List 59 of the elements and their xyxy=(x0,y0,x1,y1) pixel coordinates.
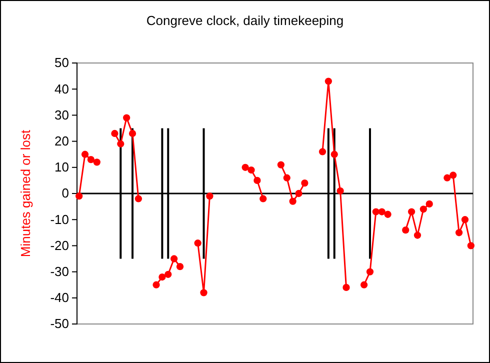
point xyxy=(176,263,184,270)
point xyxy=(123,114,130,122)
y-tick-label: 10 xyxy=(54,160,69,175)
point xyxy=(360,281,368,288)
y-tick-label: 30 xyxy=(54,107,69,122)
y-tick-label: 0 xyxy=(62,186,69,201)
point xyxy=(461,216,469,224)
point xyxy=(81,150,89,158)
point xyxy=(117,140,124,148)
point xyxy=(93,158,100,166)
point xyxy=(76,192,83,200)
point xyxy=(330,150,338,158)
point xyxy=(408,208,416,216)
point xyxy=(420,206,427,213)
point xyxy=(206,192,214,200)
point xyxy=(111,130,118,138)
point xyxy=(324,78,332,85)
point xyxy=(254,176,261,184)
point xyxy=(277,161,285,168)
point xyxy=(336,187,344,194)
point xyxy=(366,268,374,276)
point xyxy=(295,190,302,198)
point xyxy=(444,174,451,182)
point xyxy=(450,172,457,179)
point xyxy=(200,289,208,296)
y-tick-label: -50 xyxy=(50,316,69,332)
y-tick-label: -30 xyxy=(50,264,69,279)
point xyxy=(384,210,392,218)
point xyxy=(134,195,142,202)
point xyxy=(301,180,308,187)
point xyxy=(87,156,95,164)
point xyxy=(283,174,290,182)
y-tick-label: 40 xyxy=(54,81,69,96)
point xyxy=(128,130,136,138)
point xyxy=(372,208,380,216)
point xyxy=(342,284,350,292)
y-tick-label: -20 xyxy=(50,238,69,253)
y-axis-title: Minutes gained or lost xyxy=(18,130,33,258)
point xyxy=(170,255,178,262)
point xyxy=(414,232,422,239)
point xyxy=(378,208,386,216)
chart-title: Congreve clock, daily timekeeping xyxy=(146,13,344,28)
point xyxy=(318,148,326,156)
point xyxy=(467,242,474,250)
point xyxy=(164,270,172,278)
point xyxy=(158,273,166,281)
point xyxy=(289,198,296,205)
point xyxy=(242,164,249,171)
point xyxy=(426,200,433,208)
point xyxy=(152,281,160,288)
point xyxy=(402,226,410,234)
point xyxy=(248,166,255,174)
y-tick-label: -10 xyxy=(50,212,69,227)
point xyxy=(260,195,267,202)
point xyxy=(455,229,463,236)
y-tick-label: 50 xyxy=(54,55,69,70)
y-tick-label: -40 xyxy=(50,290,69,306)
point xyxy=(194,240,202,247)
y-tick-label: 20 xyxy=(54,133,69,148)
